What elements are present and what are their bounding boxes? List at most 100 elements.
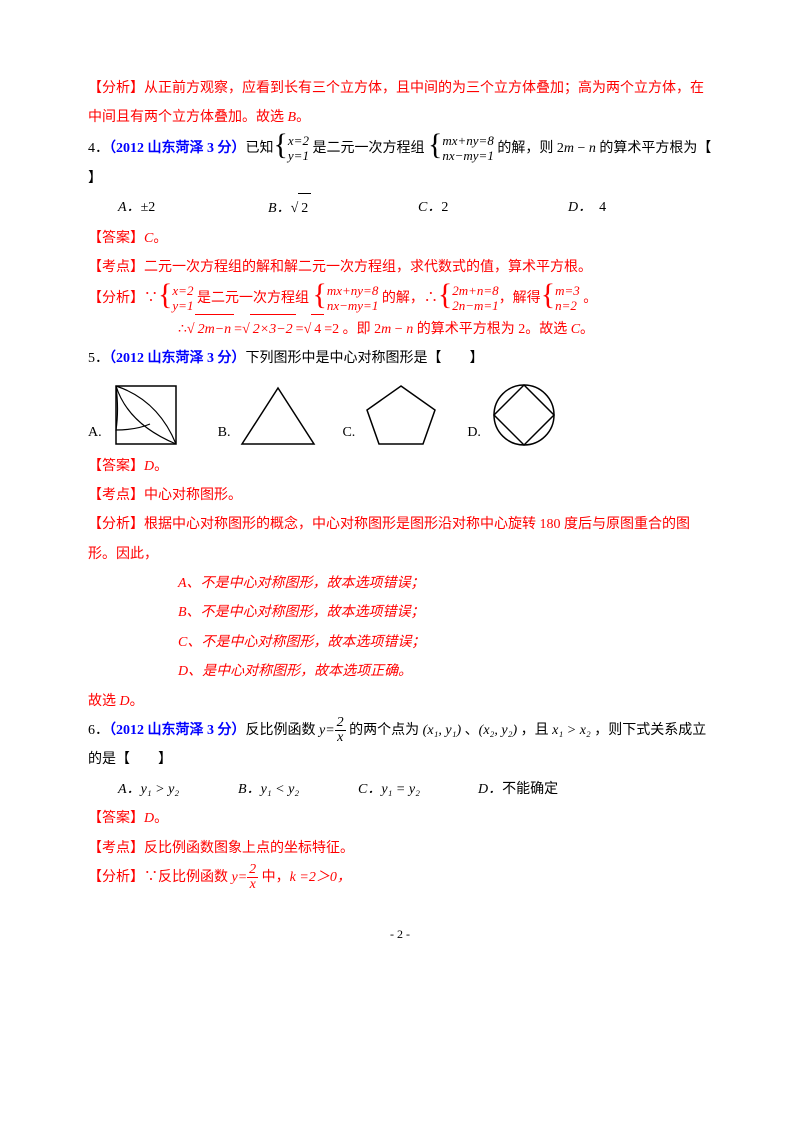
kl: 【考点】	[88, 488, 144, 503]
q5-od: D、是中心对称图形，故本选项正确。	[88, 657, 712, 686]
q5-oc: C、不是中心对称图形，故本选项错误；	[88, 628, 712, 657]
q4-fenxi-line3: ∴√2m−n=√2×3−2=√4=2 。即 2m − n 的算术平方根为 2。故…	[88, 314, 712, 344]
period: 。	[153, 231, 167, 246]
s4t: m=3	[555, 283, 580, 298]
q6-num: 6．	[88, 723, 109, 738]
p: 。	[154, 811, 168, 826]
q4-answer: 【答案】C。	[88, 224, 712, 253]
q5-oa: A、不是中心对称图形，故本选项错误；	[88, 569, 712, 598]
s4b: n=2	[555, 298, 577, 313]
lc: C.	[342, 418, 355, 447]
l3j: C	[571, 322, 580, 337]
analysis-ans: B	[284, 110, 296, 125]
q5-answer: 【答案】D。	[88, 452, 712, 481]
la: A.	[88, 418, 102, 447]
page-container: 【分析】从正前方观察，应看到长有三个立方体，且中间的为三个立方体叠加；高为两个立…	[0, 0, 800, 978]
sys2-top: mx+ny=8	[442, 133, 493, 148]
fx-d: ，解得	[499, 290, 541, 305]
ca-lbl: A．	[118, 200, 141, 215]
lb: B.	[218, 418, 231, 447]
ca: y₁ > y₂	[141, 782, 180, 797]
period: 。	[296, 110, 310, 125]
cb: 2	[298, 193, 311, 223]
q5-s: 下列图形中是中心对称图形是【 】	[246, 351, 484, 366]
s1b: y=1	[172, 298, 193, 313]
q4-a: 已知	[246, 141, 274, 156]
sys2-bot: nx−my=1	[442, 148, 493, 163]
kd-lbl: 【考点】	[88, 260, 144, 275]
fx-a: ∵	[144, 290, 158, 305]
s3b: 2n−m=1	[452, 298, 498, 313]
q6-kaodian: 【考点】反比例函数图象上点的坐标特征。	[88, 834, 712, 863]
fx-e: 。	[580, 290, 598, 305]
shape-c-icon	[363, 382, 439, 448]
k: 反比例函数图象上点的坐标特征。	[144, 841, 354, 856]
l3c: =	[234, 322, 242, 337]
cc: y₁ = y₂	[381, 782, 420, 797]
ccl: C．	[358, 782, 381, 797]
l3f: 4	[311, 314, 324, 344]
q6-stem: 6．（2012 山东菏泽 3 分）反比例函数 y=2x 的两个点为 (x₁, y…	[88, 716, 712, 775]
q4-kaodian: 【考点】二元一次方程组的解和解二元一次方程组，求代数式的值，算术平方根。	[88, 253, 712, 282]
sys1-bot: y=1	[288, 148, 309, 163]
cc-lbl: C．	[418, 200, 441, 215]
q5-conclude: 故选 D。	[88, 687, 712, 716]
q6-b: 的两个点为	[346, 723, 423, 738]
l3b: 2m−n	[195, 314, 235, 344]
ld: D.	[467, 418, 481, 447]
kd: 二元一次方程组的解和解二元一次方程组，求代数式的值，算术平方根。	[144, 260, 592, 275]
cc: 2	[441, 200, 448, 215]
l3k: 。	[580, 322, 594, 337]
cd-lbl: D．	[568, 200, 592, 215]
cal: A．	[118, 782, 141, 797]
q6-choices: A．y₁ > y₂ B．y₁ < y₂ C．y₁ = y₂ D．不能确定	[88, 775, 712, 804]
s3t: 2m+n=8	[452, 283, 498, 298]
q4-d: −	[574, 141, 589, 156]
ft: 根据中心对称图形的概念，中心对称图形是图形沿对称中心旋转 180 度后与原图重合…	[88, 517, 690, 561]
fb: 中，	[258, 870, 290, 885]
l3a: ∴	[178, 322, 187, 337]
cbl: B．	[238, 782, 261, 797]
ca: D	[120, 694, 130, 709]
q5-shapes: A. B. C. D.	[88, 382, 712, 448]
s2b: nx−my=1	[327, 298, 378, 313]
fx-b: 是二元一次方程组	[193, 290, 312, 305]
q5-fenxi: 【分析】根据中心对称图形的概念，中心对称图形是图形沿对称中心旋转 180 度后与…	[88, 510, 712, 569]
m-var: m	[564, 141, 574, 156]
cdl: D．	[478, 782, 502, 797]
ans: C	[144, 231, 153, 246]
q5-ob: B、不是中心对称图形，故本选项错误；	[88, 598, 712, 627]
l3i: 的算术平方根为 2。故选	[413, 322, 571, 337]
shape-b-icon	[238, 384, 318, 448]
a: D	[144, 811, 154, 826]
q4-fenxi: 【分析】∵{x=2y=1 是二元一次方程组 {mx+ny=8nx−my=1 的解…	[88, 283, 712, 314]
pt1: (x₁, y₁)	[423, 723, 462, 738]
y-eq: y=	[319, 723, 335, 738]
fl: 【分析】	[88, 870, 144, 885]
analysis-label: 【分析】	[88, 81, 144, 96]
q6-fenxi: 【分析】∵反比例函数 y=2x 中，k =2＞0，	[88, 863, 712, 892]
n-var: n	[589, 141, 596, 156]
q5-src: （2012 山东菏泽 3 分）	[109, 351, 246, 366]
fx-lbl: 【分析】	[88, 290, 144, 305]
cond: x₁ > x₂	[552, 723, 591, 738]
p: 。	[154, 459, 168, 474]
q5-kaodian: 【考点】中心对称图形。	[88, 481, 712, 510]
analysis-text: 从正前方观察，应看到长有三个立方体，且中间的为三个立方体叠加；高为两个立方体，在…	[88, 81, 704, 125]
shape-a-icon	[110, 382, 182, 448]
fa: ∵反比例函数	[144, 870, 232, 885]
q6-c: ，且	[517, 723, 552, 738]
c: 故选	[88, 694, 120, 709]
sys1-top: x=2	[288, 133, 309, 148]
q4-source: （2012 山东菏泽 3 分）	[109, 141, 246, 156]
frac-icon: 2x	[335, 716, 346, 745]
fl: 【分析】	[88, 517, 144, 532]
ans-lbl: 【答案】	[88, 231, 144, 246]
pt2: (x₂, y₂)	[479, 723, 518, 738]
q4-bracket-close: 】	[88, 164, 712, 193]
q4-choices: A．±2 B．√2 C．2 D． 4	[88, 193, 712, 223]
cb-lbl: B．	[268, 201, 291, 216]
q5-num: 5．	[88, 351, 109, 366]
q4-b: 是二元一次方程组	[309, 141, 428, 156]
ca: ±2	[141, 200, 156, 215]
